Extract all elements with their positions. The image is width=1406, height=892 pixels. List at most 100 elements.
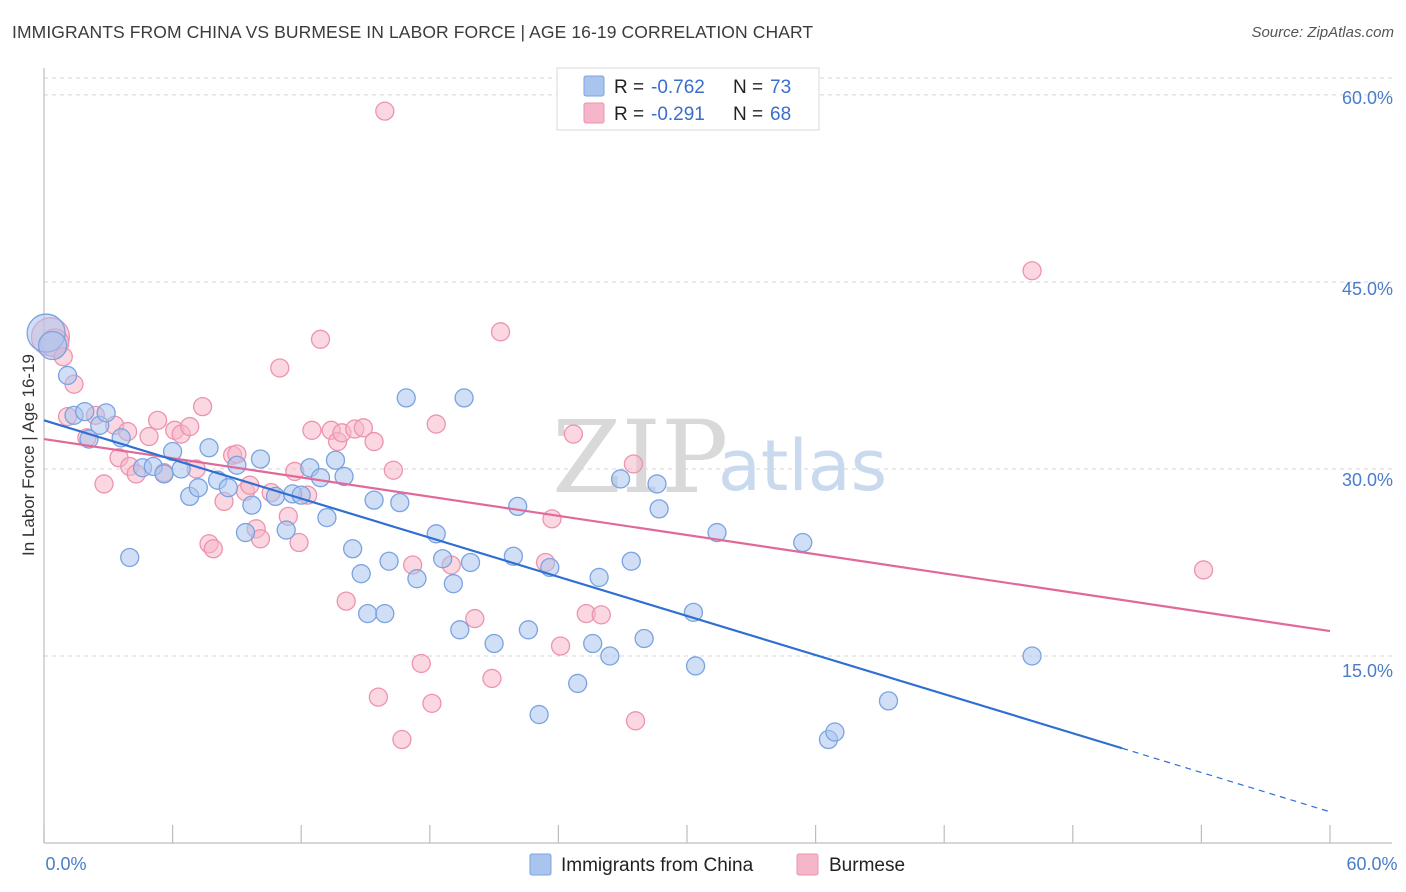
china-point [793, 532, 813, 553]
china-point [685, 656, 706, 676]
china-point [647, 474, 667, 494]
china-point [450, 620, 470, 640]
legend-n-value-blue: 73 [770, 77, 791, 98]
burmese-point [490, 322, 511, 342]
china-point [325, 450, 346, 470]
y-tick-label-15: 15.0% [1342, 661, 1393, 681]
trendline-china [43, 419, 1123, 750]
burmese-point [1022, 261, 1042, 281]
china-point [379, 551, 399, 571]
legend-r-label-pink: R = [614, 104, 644, 125]
china-point [357, 603, 378, 624]
burmese-point [289, 532, 309, 553]
burmese-point [465, 608, 485, 629]
x-tick-label-min: 0.0% [45, 854, 86, 874]
burmese-point [1193, 560, 1214, 580]
china-point [433, 549, 453, 569]
burmese-point [426, 414, 446, 434]
china-point [57, 365, 78, 386]
y-tick-label-45: 45.0% [1342, 279, 1393, 299]
top-legend: R = -0.762 N = 73 R = -0.291 N = 68 [556, 67, 820, 131]
china-point [390, 492, 410, 513]
burmese-point [353, 418, 374, 438]
china-point [1022, 646, 1042, 666]
burmese-point [383, 460, 404, 480]
china-point [589, 567, 609, 588]
burmese-point [411, 653, 431, 674]
legend-r-value-blue: -0.762 [651, 77, 705, 98]
watermark: ZIP atlas [552, 399, 887, 516]
x-tick-label-max: 60.0% [1346, 854, 1397, 874]
china-point [878, 691, 899, 711]
burmese-point [147, 410, 168, 430]
y-tick-label-30: 30.0% [1342, 470, 1393, 490]
china-point [276, 520, 296, 540]
china-point [75, 401, 95, 422]
china-point [188, 478, 208, 498]
burmese-point [180, 416, 200, 437]
y-tick-label-60: 60.0% [1342, 88, 1393, 108]
burmese-point [550, 636, 571, 656]
series-immigrants-from-china [26, 313, 1042, 750]
china-point [443, 574, 464, 594]
china-point [407, 569, 427, 589]
legend-n-value-pink: 68 [770, 104, 791, 125]
bottom-legend-label-china: Immigrants from China [561, 855, 754, 876]
china-point [600, 646, 620, 666]
china-point [508, 496, 528, 517]
china-point [454, 388, 474, 408]
burmese-point [542, 509, 562, 529]
burmese-point [375, 101, 395, 121]
burmese-point [336, 591, 356, 611]
legend-n-label-pink: N = [733, 104, 763, 125]
china-point [235, 522, 256, 543]
legend-r-label-blue: R = [614, 77, 644, 98]
china-point [364, 490, 384, 510]
source-label: Source: ZipAtlas.com [1251, 24, 1394, 41]
trendline-china-extension [1121, 747, 1331, 813]
trendline-burmese [43, 437, 1331, 633]
china-point [649, 499, 669, 519]
burmese-point [368, 687, 389, 707]
burmese-point [591, 605, 611, 625]
china-point [460, 552, 481, 573]
china-point [634, 628, 654, 649]
watermark-atlas: atlas [718, 425, 887, 507]
burmese-point [302, 420, 322, 440]
trendlines [43, 419, 1331, 813]
china-point [621, 551, 641, 571]
legend-n-label-blue: N = [733, 77, 763, 98]
y-axis-label: In Labor Force | Age 16-19 [19, 354, 38, 556]
china-point [154, 464, 174, 484]
china-point [583, 633, 603, 654]
burmese-point [482, 668, 502, 689]
bottom-legend-swatch-blue [529, 853, 552, 876]
burmese-point [310, 329, 331, 349]
burmese-point [203, 539, 223, 559]
bottom-legend-label-burmese: Burmese [829, 855, 905, 876]
burmese-point [563, 424, 584, 444]
china-point [568, 673, 588, 694]
china-point [218, 478, 238, 498]
china-point [825, 722, 845, 742]
china-point [529, 704, 549, 725]
bottom-legend-swatch-pink [796, 853, 819, 876]
china-point [375, 603, 395, 624]
burmese-point [392, 729, 412, 750]
burmese-point [270, 358, 290, 378]
legend-swatch-pink [583, 102, 605, 124]
china-point [310, 468, 331, 488]
china-point [396, 388, 416, 408]
axes [43, 68, 1392, 844]
china-point [199, 438, 219, 458]
china-point [242, 495, 262, 515]
china-point [334, 466, 354, 487]
china-point [351, 564, 371, 584]
china-point [37, 330, 68, 361]
burmese-point [139, 426, 159, 447]
burmese-point [192, 396, 213, 417]
china-point [96, 403, 116, 423]
burmese-point [422, 693, 442, 714]
china-point [707, 522, 727, 543]
